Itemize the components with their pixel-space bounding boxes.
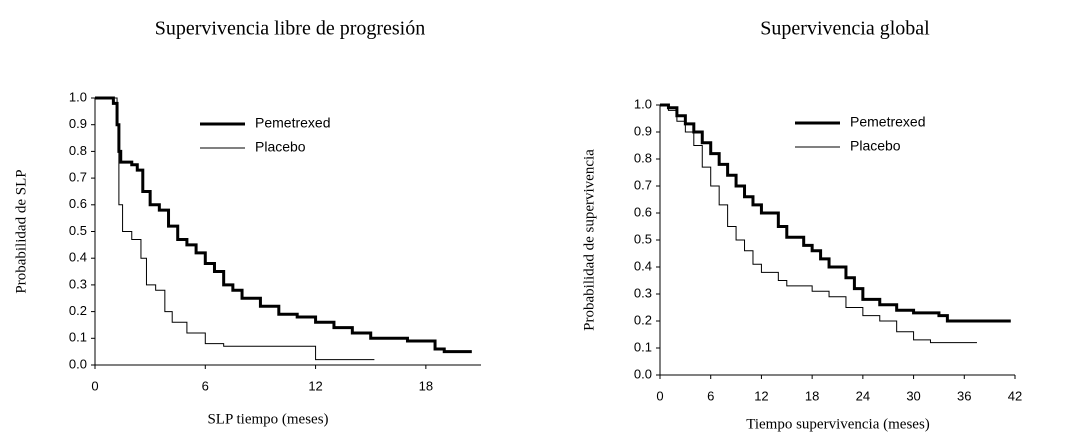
y-tick-label: 0.9 bbox=[634, 123, 652, 138]
x-tick-label: 12 bbox=[308, 378, 322, 393]
y-tick-label: 0.2 bbox=[69, 303, 87, 318]
y-tick-label: 0.4 bbox=[634, 258, 652, 273]
legend-label: Placebo bbox=[850, 138, 901, 154]
y-tick-label: 0.1 bbox=[634, 339, 652, 354]
y-tick-label: 0.6 bbox=[69, 196, 87, 211]
y-tick-label: 0.5 bbox=[634, 231, 652, 246]
legend-label: Placebo bbox=[255, 139, 306, 155]
y-axis-label: Probabilidad de supervivencia bbox=[581, 149, 597, 331]
y-tick-label: 0.6 bbox=[634, 204, 652, 219]
x-tick-label: 6 bbox=[707, 388, 714, 403]
survival-curve bbox=[95, 96, 472, 354]
y-tick-label: 0.3 bbox=[634, 285, 652, 300]
chart-title: Supervivencia global bbox=[760, 18, 930, 40]
y-tick-label: 0.0 bbox=[634, 366, 652, 381]
x-axis-label: Tiempo supervivencia (meses) bbox=[746, 416, 930, 432]
x-tick-label: 0 bbox=[91, 378, 98, 393]
y-tick-label: 0.9 bbox=[69, 116, 87, 131]
legend-label: Pemetrexed bbox=[255, 115, 330, 131]
x-tick-label: 30 bbox=[906, 388, 920, 403]
y-tick-label: 0.0 bbox=[69, 356, 87, 371]
survival-curve bbox=[95, 97, 375, 361]
x-tick-label: 36 bbox=[957, 388, 971, 403]
y-axis-label: Probabilidad de SLP bbox=[13, 169, 29, 293]
x-tick-label: 42 bbox=[1008, 388, 1022, 403]
y-tick-label: 0.7 bbox=[69, 170, 87, 185]
y-tick-label: 1.0 bbox=[69, 89, 87, 104]
y-tick-label: 0.5 bbox=[69, 223, 87, 238]
x-tick-label: 0 bbox=[656, 388, 663, 403]
x-tick-label: 24 bbox=[856, 388, 870, 403]
survival-curve bbox=[660, 104, 977, 344]
x-axis-label: SLP tiempo (meses) bbox=[207, 411, 328, 427]
y-tick-label: 0.1 bbox=[69, 330, 87, 345]
survival-curve bbox=[660, 103, 1011, 323]
y-tick-label: 0.8 bbox=[69, 143, 87, 158]
y-tick-label: 0.3 bbox=[69, 276, 87, 291]
y-tick-label: 1.0 bbox=[634, 96, 652, 111]
y-tick-label: 0.2 bbox=[634, 312, 652, 327]
y-tick-label: 0.8 bbox=[634, 150, 652, 165]
x-tick-label: 18 bbox=[419, 378, 433, 393]
y-tick-label: 0.7 bbox=[634, 177, 652, 192]
y-tick-label: 0.4 bbox=[69, 250, 87, 265]
x-tick-label: 12 bbox=[754, 388, 768, 403]
legend-label: Pemetrexed bbox=[850, 114, 925, 130]
chart-title: Supervivencia libre de progresión bbox=[155, 18, 425, 40]
x-tick-label: 18 bbox=[805, 388, 819, 403]
x-tick-label: 6 bbox=[202, 378, 209, 393]
